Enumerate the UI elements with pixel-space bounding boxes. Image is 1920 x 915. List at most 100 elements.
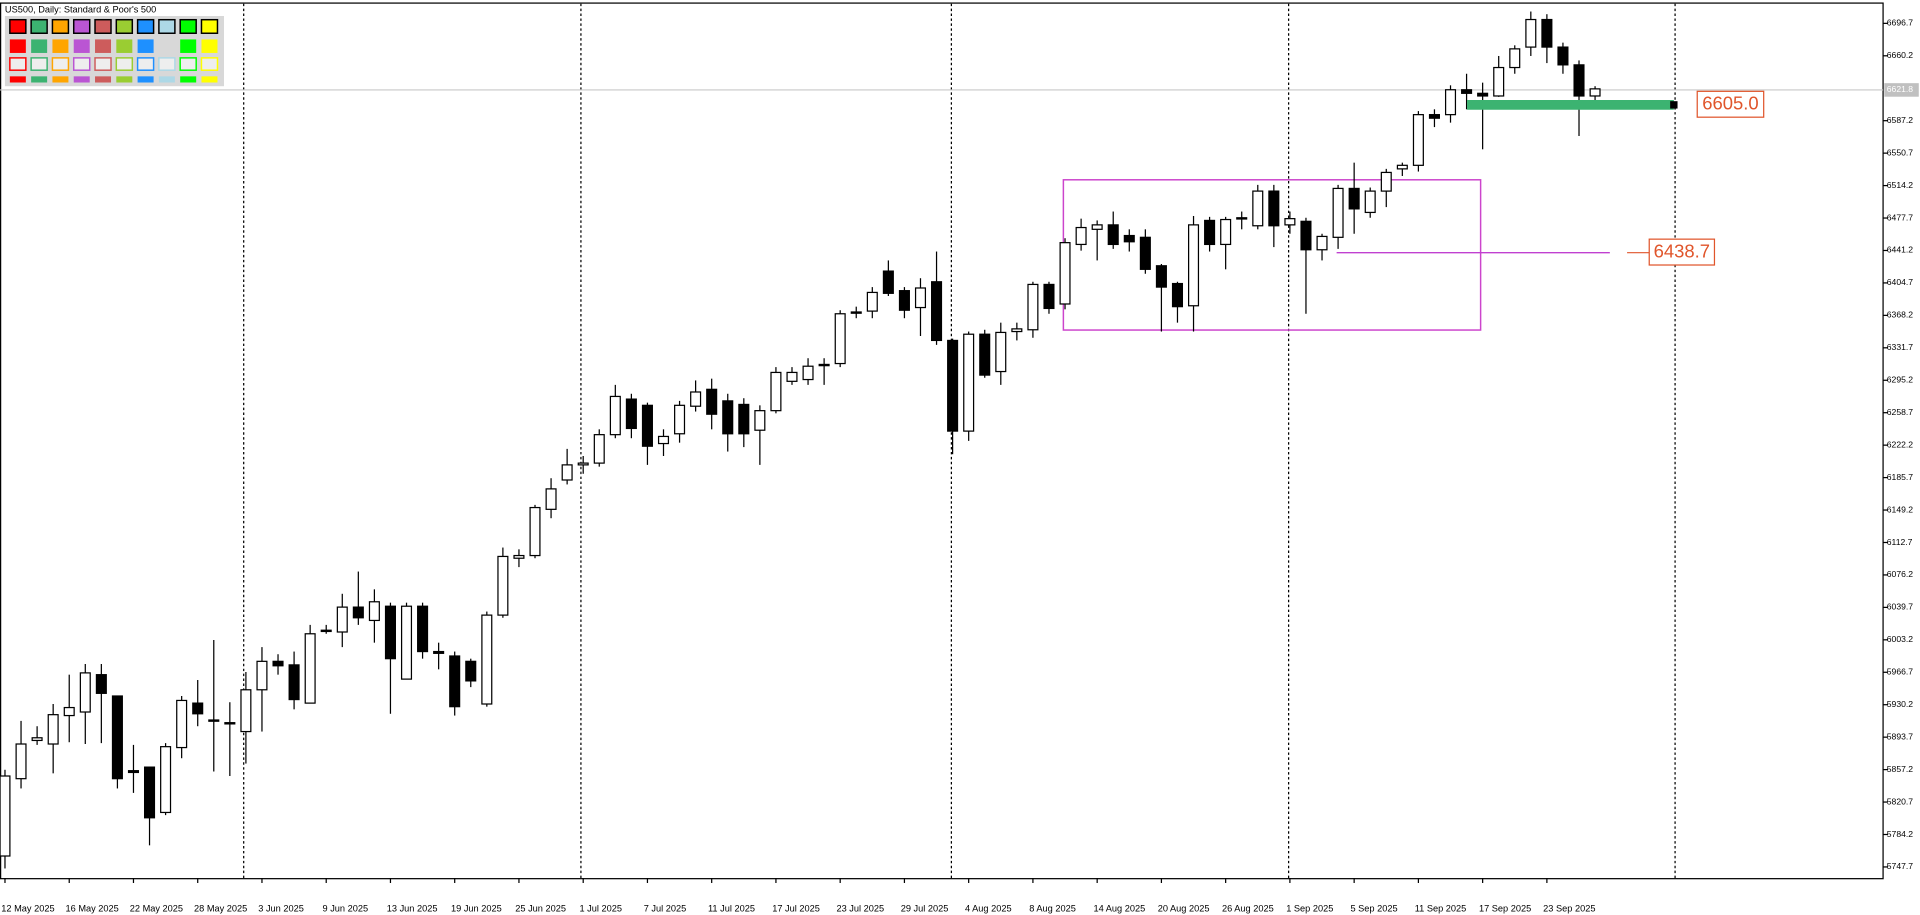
candle-body: [1171, 282, 1184, 308]
palette-swatch: [73, 39, 90, 53]
x-tick-label: 29 Jul 2025: [901, 903, 949, 913]
y-tick-label: 5893.7: [1887, 731, 1914, 741]
candle-body: [1589, 88, 1601, 97]
x-tick-label: 19 Jun 2025: [451, 903, 502, 913]
candle-body: [256, 660, 268, 691]
y-tick-label: 6295.2: [1887, 375, 1914, 385]
x-tick-label: 17 Sep 2025: [1479, 903, 1531, 913]
y-tick-label: 6112.7: [1887, 537, 1913, 547]
y-tick-label: 6331.7: [1887, 342, 1914, 352]
y-tick-label: 6076.2: [1887, 569, 1914, 579]
palette-swatch: [72, 57, 91, 71]
candle-body: [15, 743, 27, 780]
candle-body: [1428, 114, 1440, 119]
palette-swatch: [73, 76, 90, 83]
palette-swatch: [201, 76, 218, 83]
x-tick-label: 17 Jul 2025: [772, 903, 820, 913]
palette-swatch: [200, 18, 219, 34]
candle-body: [1252, 190, 1264, 227]
candle-body: [1204, 219, 1216, 246]
y-tick-label: 6660.2: [1887, 50, 1914, 60]
y-tick-label: 6696.7: [1887, 18, 1914, 28]
x-tick-label: 7 Jul 2025: [644, 903, 687, 913]
x-tick-label: 28 May 2025: [194, 903, 247, 913]
y-tick-label: 5747.7: [1887, 861, 1914, 871]
palette-swatch: [51, 18, 70, 34]
palette-swatch: [115, 18, 134, 34]
x-tick-label: 25 Jun 2025: [515, 903, 566, 913]
palette-swatch: [72, 18, 91, 34]
candle-body: [143, 766, 156, 819]
y-tick-label: 6003.2: [1887, 634, 1914, 644]
palette-swatch: [94, 18, 112, 34]
x-tick-label: 22 May 2025: [130, 903, 183, 913]
palette-swatch: [52, 39, 69, 53]
candle-body: [1541, 18, 1553, 48]
palette-swatch: [179, 18, 197, 34]
x-tick-label: 1 Sep 2025: [1286, 903, 1333, 913]
palette-swatch: [115, 57, 134, 71]
palette-swatch: [180, 76, 197, 83]
chart-title: US500, Daily: Standard & Poor's 500: [5, 4, 156, 14]
x-tick-label: 8 Aug 2025: [1029, 903, 1076, 913]
candle-body: [609, 395, 621, 436]
candle-body: [1332, 187, 1344, 238]
candle-body: [272, 660, 284, 667]
candle-body: [1509, 48, 1521, 69]
candle-body: [417, 605, 429, 653]
y-tick-label: 6039.7: [1887, 602, 1914, 612]
price-label-box: [1696, 90, 1765, 118]
candle-body: [1461, 89, 1473, 94]
current-price-label: 6621.8: [1887, 84, 1914, 94]
palette-swatch: [30, 57, 48, 71]
candle-body: [224, 722, 236, 725]
candle-body: [1139, 236, 1151, 270]
candle-body: [1220, 218, 1232, 246]
candle-body: [898, 290, 910, 311]
y-tick-label: 5930.2: [1887, 699, 1914, 709]
candle-body: [497, 555, 509, 616]
candle-body: [818, 363, 830, 367]
palette-swatch: [116, 76, 133, 83]
x-tick-label: 3 Jun 2025: [258, 903, 304, 913]
candle-body: [127, 770, 140, 774]
x-tick-label: 20 Aug 2025: [1158, 903, 1210, 913]
palette-swatch: [137, 76, 154, 83]
candle-body: [192, 702, 204, 715]
y-tick-label: 5820.7: [1887, 796, 1914, 806]
current-price-box: [1884, 83, 1919, 97]
palette-swatch: [30, 18, 48, 34]
candle-body: [63, 706, 75, 717]
candle-body: [513, 554, 525, 559]
candle-body: [1011, 328, 1023, 333]
palette-swatch: [95, 76, 112, 83]
candle-body: [31, 737, 43, 742]
candle-body: [1364, 190, 1376, 214]
candle-body: [882, 270, 894, 294]
candle-body: [1059, 242, 1071, 305]
candle-body: [706, 388, 718, 415]
candle-body: [79, 672, 91, 713]
y-tick-label: 6404.7: [1887, 277, 1914, 287]
candle-body: [754, 410, 766, 431]
palette-swatch: [31, 39, 48, 53]
y-tick-label: 6149.2: [1887, 504, 1914, 514]
candle-body: [674, 404, 686, 435]
candle-body: [657, 435, 670, 445]
palette-swatch: [52, 76, 69, 83]
palette-swatch: [136, 57, 155, 71]
y-tick-label: 6514.2: [1887, 180, 1914, 190]
candle-body: [770, 371, 782, 412]
candle-body: [786, 371, 798, 382]
candle-body: [320, 629, 332, 633]
candle-body: [1187, 224, 1200, 307]
price-level-label: 6605.0: [1702, 93, 1758, 114]
candle-body: [1027, 283, 1039, 331]
candle-body: [1525, 18, 1537, 48]
palette-swatch: [158, 57, 176, 71]
palette-swatch: [9, 57, 27, 71]
candle-body: [722, 400, 734, 435]
candle-body: [1557, 46, 1569, 66]
